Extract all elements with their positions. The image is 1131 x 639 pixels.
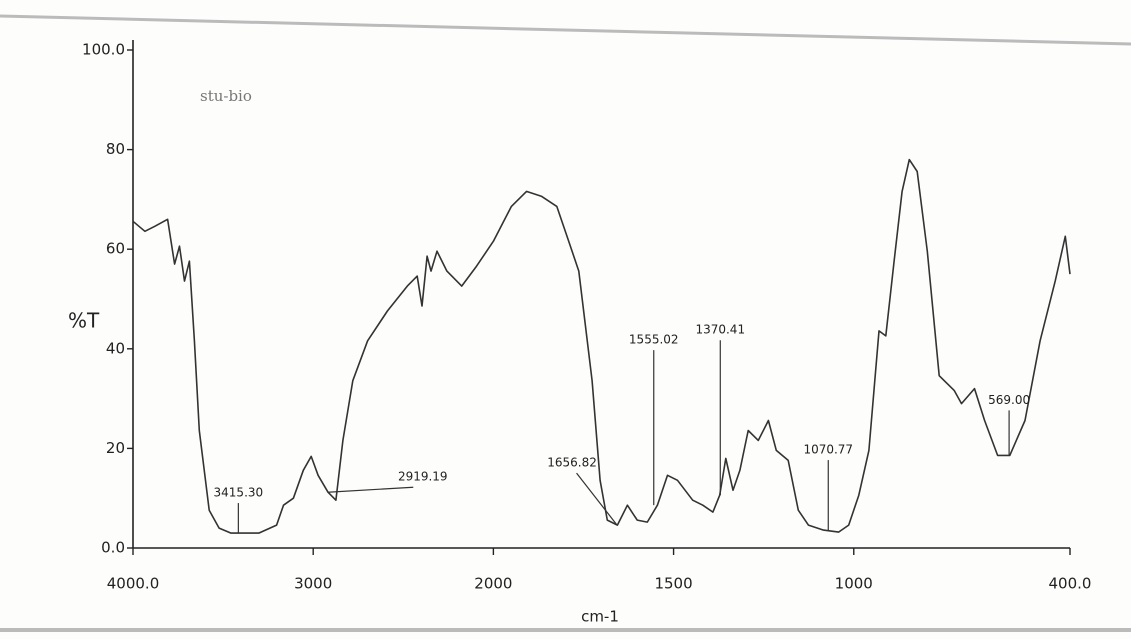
peak-label: 2919.19 bbox=[398, 470, 448, 484]
y-tick-label: 80 bbox=[106, 140, 125, 158]
y-axis-label: %T bbox=[68, 309, 100, 333]
peak-label: 1656.82 bbox=[547, 456, 597, 470]
peak-label: 1370.41 bbox=[695, 323, 745, 337]
x-tick-label: 2000 bbox=[474, 575, 512, 593]
spectrum-line bbox=[132, 158, 1071, 534]
peak-label: 569.00 bbox=[988, 393, 1030, 407]
y-tick-label: 20 bbox=[106, 439, 125, 457]
peak-leader bbox=[327, 486, 414, 493]
y-tick-label: 60 bbox=[106, 240, 125, 258]
x-axis-label: cm-1 bbox=[581, 608, 619, 626]
y-tick-label: 40 bbox=[106, 339, 125, 357]
x-tick-label: 1500 bbox=[654, 575, 692, 593]
x-tick-label: 4000.0 bbox=[107, 575, 160, 593]
peak-leader bbox=[576, 472, 618, 526]
x-tick-label: 3000 bbox=[294, 575, 332, 593]
x-tick-label: 1000 bbox=[835, 575, 873, 593]
x-tick-label: 400.0 bbox=[1049, 575, 1092, 593]
y-tick-label: 100.0 bbox=[82, 41, 125, 59]
y-tick-label: 0.0 bbox=[101, 539, 125, 557]
peak-label: 1070.77 bbox=[803, 443, 853, 457]
scan-edge bbox=[0, 14, 1131, 46]
peak-label: 3415.30 bbox=[214, 486, 264, 500]
peak-label: 1555.02 bbox=[629, 333, 679, 347]
annotation: stu-bio bbox=[200, 87, 252, 105]
